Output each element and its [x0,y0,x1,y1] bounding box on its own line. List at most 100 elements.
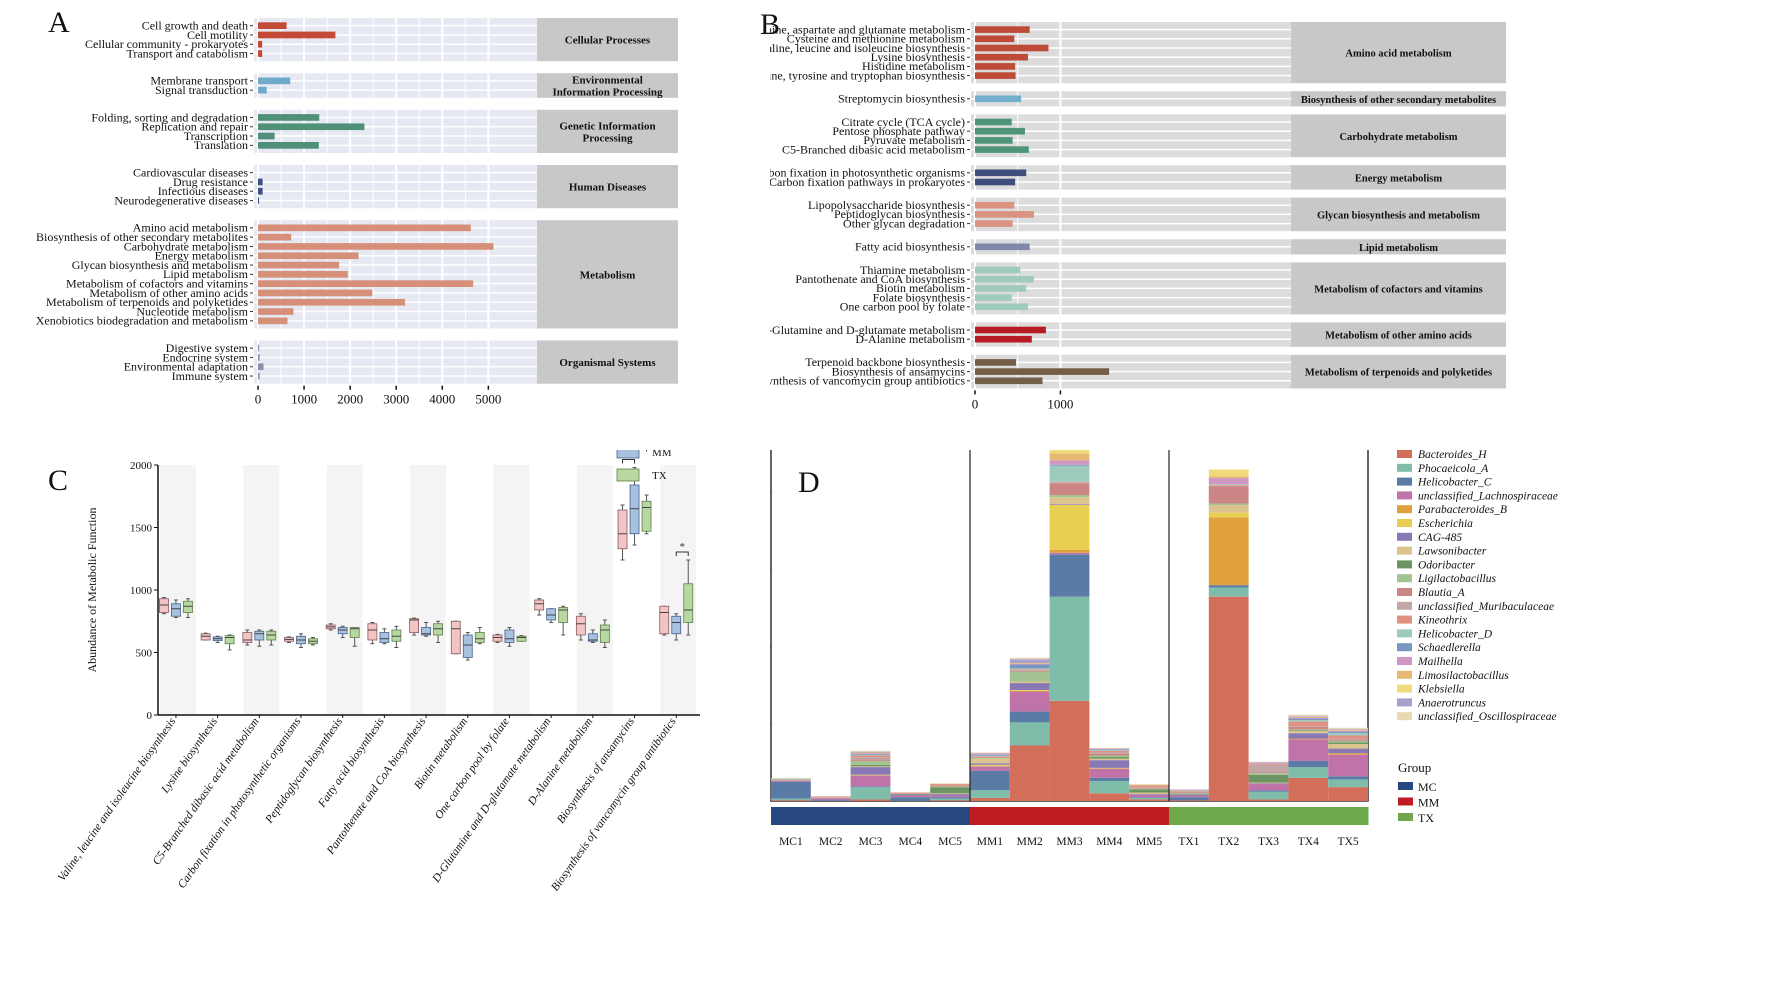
stack-segment [1328,754,1368,777]
legend-label: unclassified_Muribaculaceae [1418,601,1554,613]
legend-label: Phocaeicola_A [1417,463,1489,475]
stack-segment [1089,755,1130,758]
group-bar [1288,807,1329,825]
stack-segment [1129,787,1169,788]
bar [975,146,1029,153]
facet-strip-label: Carbohydrate metabolism [1339,132,1457,143]
facet-background [971,165,1291,190]
stack-segment [1328,731,1368,734]
stack-segment [771,798,811,801]
category-label: Other glycan degradation [843,216,965,230]
bar [975,285,1027,292]
bar [975,127,1025,135]
stack-segment [890,794,931,795]
facet-strip-label: Metabolism of cofactors and vitamins [1314,284,1483,295]
stack-segment [1169,793,1209,795]
x-tick-label: MM2 [1017,836,1043,848]
stack-segment [1288,733,1329,739]
stack-segment [1049,460,1090,465]
panel-label-c: C [48,464,69,497]
bar [258,142,319,149]
category-label: Xenobiotics biodegradation and metabolis… [36,314,249,328]
x-tick-label: TX2 [1218,836,1239,848]
stack-segment [850,775,891,787]
stack-segment [1129,784,1169,786]
bar [258,132,275,140]
stack-segment [890,797,931,801]
stack-segment [1089,749,1130,751]
category-band [326,465,363,715]
facet-strip [1291,322,1506,347]
x-tick-label: One carbon pool by folate [433,716,512,822]
stack-segment [1248,782,1289,784]
facet-strip-label: Cellular Processes [565,35,651,47]
stack-segment [1288,730,1329,734]
category-label: Lipopolysaccharide biosynthesis [808,198,965,212]
y-tick-label: 2000 [130,460,153,472]
category-label: Neurodegenerative diseases [114,193,248,207]
facet-strip-label: Glycan biosynthesis and metabolism [1317,210,1480,221]
x-tick-label: TX5 [1338,836,1359,848]
legend-swatch [1397,588,1412,596]
bar [258,252,359,260]
stack-segment [1089,750,1130,753]
stack-segment [1248,764,1289,773]
box [367,623,378,641]
legend-label: Lawsonibacter [1417,546,1487,558]
bar [258,354,260,361]
x-tick-label: 0 [972,396,979,411]
stack-segment [1009,670,1050,672]
y-tick-label: 1000 [130,585,153,597]
legend-swatch [616,450,640,459]
legend-swatch [1397,532,1412,541]
facet-strip [1291,22,1506,84]
stack-segment [1208,503,1249,505]
category-label: One carbon pool by folate [840,300,965,314]
stack-segment [1129,787,1169,789]
stack-segment [1328,787,1368,801]
stack-segment [1129,785,1169,788]
box [558,607,569,623]
stack-segment [1009,722,1050,746]
bar [258,317,288,325]
stack-segment [1328,727,1368,730]
x-tick-label: MM3 [1056,836,1082,848]
stack-segment [1049,549,1090,553]
stack-segment [1089,750,1130,751]
bar [975,35,1015,43]
box [492,634,503,642]
stack-segment [1049,465,1090,482]
facet-background [971,322,1291,347]
stack-segment [1208,585,1249,588]
stack-segment [771,778,811,780]
facet-strip-label: Genetic Information [559,120,655,132]
x-tick-label: Peptidoglycan biosynthesis [263,715,346,826]
facet-strip [537,165,678,209]
stack-segment [930,795,970,798]
category-label: Drug resistance [173,175,248,189]
category-label: Biosynthesis of vancomycin group antibio… [770,374,965,388]
stack-segment [890,794,931,796]
facet-strip [537,18,678,62]
category-label: Lysine biosynthesis [871,50,966,64]
box [659,605,670,635]
stack-segment [850,753,891,755]
stack-segment [970,766,1010,771]
group-bar [771,807,812,825]
box [683,583,694,623]
legend-swatch [1397,477,1412,486]
stack-segment [970,753,1010,754]
box [474,632,485,643]
stack-segment [1049,505,1090,550]
legend-label: Escherichia [1417,518,1473,530]
x-tick-label: 1000 [291,392,317,407]
category-label: Carbohydrate metabolism [124,239,249,253]
category-label: Peptidoglycan biosynthesis [834,207,965,221]
stack-segment [1089,777,1130,781]
stack-segment [970,764,1010,767]
stack-segment [1248,764,1289,765]
stack-segment [850,760,891,765]
stack-segment [1328,733,1368,736]
group-legend-title: Group [1398,760,1431,775]
